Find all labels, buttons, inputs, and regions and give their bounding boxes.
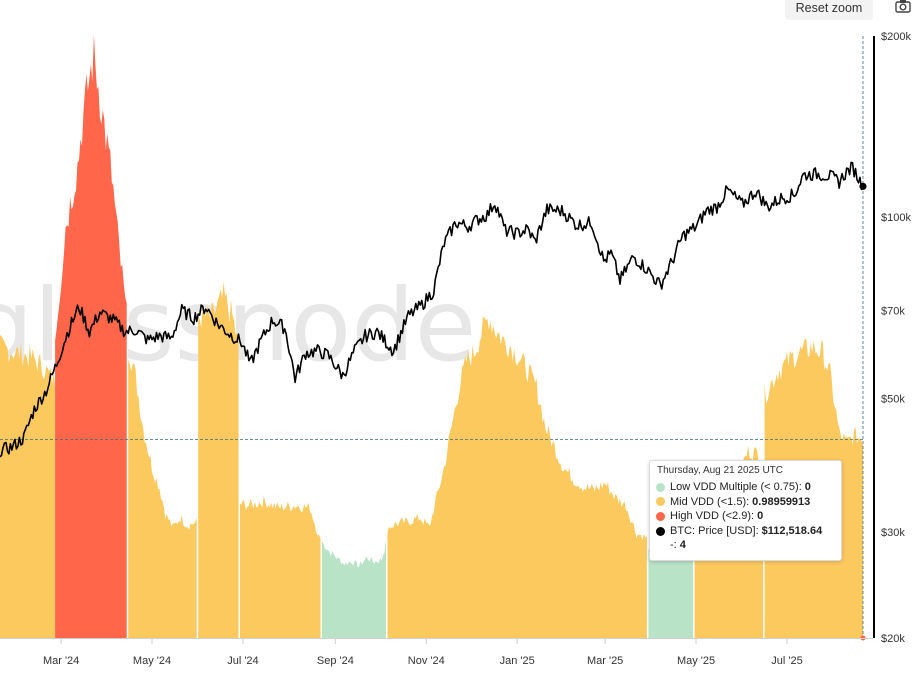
reset-zoom-button[interactable]: Reset zoom	[785, 0, 873, 20]
area-high-segment-0	[55, 34, 127, 639]
y-tick-label: $20k	[881, 633, 905, 645]
price-marker	[859, 182, 867, 190]
x-tick-label: Mar '25	[587, 655, 623, 667]
x-tick-label: Jul '25	[771, 655, 802, 667]
area-mid-segment-2	[198, 281, 239, 638]
camera-icon[interactable]	[893, 0, 915, 16]
tooltip-value: 0	[757, 510, 764, 523]
tooltip-label: Low VDD Multiple (< 0.75):	[670, 481, 802, 493]
x-tick-label: Sep '24	[317, 655, 354, 667]
tooltip-value: 0	[804, 481, 811, 493]
mid-vdd-dot-icon	[656, 497, 665, 507]
x-tick-label: Mar '24	[43, 655, 79, 667]
tooltip-row-price: BTC: Price [USD]: $112,518.64	[656, 524, 835, 539]
tooltip-row-high: High VDD (<2.9): 0	[656, 509, 835, 524]
area-mid-segment-3	[240, 495, 321, 638]
tooltip-row-mid: Mid VDD (<1.5): 0.98959913	[656, 495, 835, 510]
tooltip-value: 0.98959913	[752, 495, 811, 508]
x-tick-label: May '24	[133, 655, 171, 667]
area-mid-segment-1	[128, 359, 197, 638]
y-tick-label: $70k	[881, 305, 905, 317]
area-low-segment-1	[648, 536, 694, 638]
x-tick-label: Jan '25	[500, 655, 535, 667]
y-tick-label: $50k	[881, 393, 905, 405]
y-tick-label: $100k	[881, 212, 911, 224]
x-tick-label: Jul '24	[227, 655, 258, 667]
price-dot-icon	[656, 526, 665, 536]
high-vdd-dot-icon	[656, 511, 665, 521]
tooltip-date: Thursday, Aug 21 2025 UTC	[657, 465, 783, 476]
tooltip-label: High VDD (<2.9):	[670, 510, 755, 523]
tooltip-row-low: Low VDD Multiple (< 0.75): 0	[656, 480, 835, 495]
tooltip-label: BTC: Price [USD]:	[670, 524, 759, 537]
tooltip-value: $112,518.64	[761, 524, 823, 537]
chart-tooltip: Thursday, Aug 21 2025 UTC Low VDD Multip…	[649, 460, 842, 561]
area-low-segment-0	[321, 540, 386, 638]
y-tick-label: $30k	[881, 527, 905, 539]
tooltip-label: Mid VDD (<1.5):	[670, 495, 750, 508]
area-mid-segment-4	[387, 316, 647, 638]
x-tick-label: Nov '24	[408, 655, 445, 667]
tooltip-row-extra: -: 4	[656, 538, 835, 553]
btc-price-line	[0, 161, 864, 458]
area-mid-segment-0	[0, 334, 56, 638]
tooltip-label: -:	[670, 539, 677, 552]
x-tick-label: May '25	[677, 655, 715, 667]
low-vdd-dot-icon	[656, 482, 665, 492]
tooltip-value: 4	[679, 539, 686, 552]
y-tick-label: $200k	[881, 31, 911, 43]
